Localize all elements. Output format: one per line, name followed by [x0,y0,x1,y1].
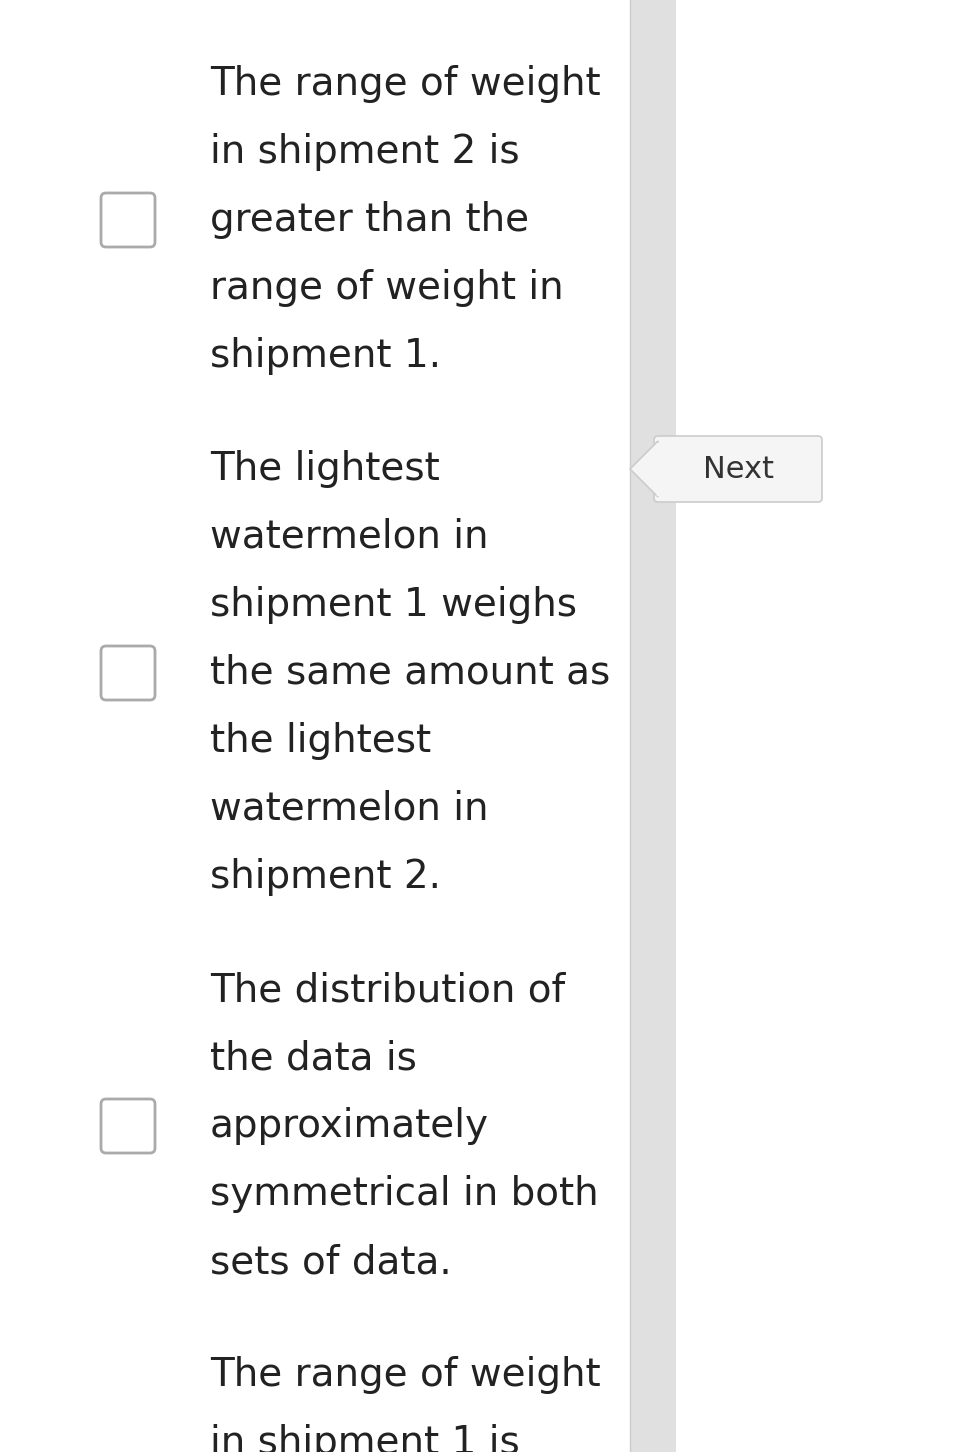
Text: The range of weight: The range of weight [210,1356,600,1394]
Text: shipment 1.: shipment 1. [210,337,441,375]
Text: in shipment 2 is: in shipment 2 is [210,134,519,171]
Text: shipment 2.: shipment 2. [210,858,441,896]
FancyBboxPatch shape [101,1099,155,1153]
Text: The distribution of: The distribution of [210,971,565,1009]
Text: The lightest: The lightest [210,450,440,488]
Text: symmetrical in both: symmetrical in both [210,1175,598,1212]
Text: The range of weight: The range of weight [210,65,600,103]
FancyBboxPatch shape [630,0,676,1452]
Text: in shipment 1 is: in shipment 1 is [210,1424,520,1452]
FancyBboxPatch shape [101,193,155,247]
Text: watermelon in: watermelon in [210,518,489,556]
Text: shipment 1 weighs: shipment 1 weighs [210,587,577,624]
FancyBboxPatch shape [654,436,822,502]
Text: watermelon in: watermelon in [210,790,489,828]
Text: the same amount as: the same amount as [210,653,610,693]
Text: approximately: approximately [210,1106,489,1146]
Text: range of weight in: range of weight in [210,269,563,306]
Text: Next: Next [703,454,774,484]
FancyBboxPatch shape [101,646,155,700]
Text: the lightest: the lightest [210,722,431,759]
Text: sets of data.: sets of data. [210,1243,452,1281]
Text: greater than the: greater than the [210,200,529,240]
Polygon shape [630,441,658,497]
Text: the data is: the data is [210,1040,417,1077]
